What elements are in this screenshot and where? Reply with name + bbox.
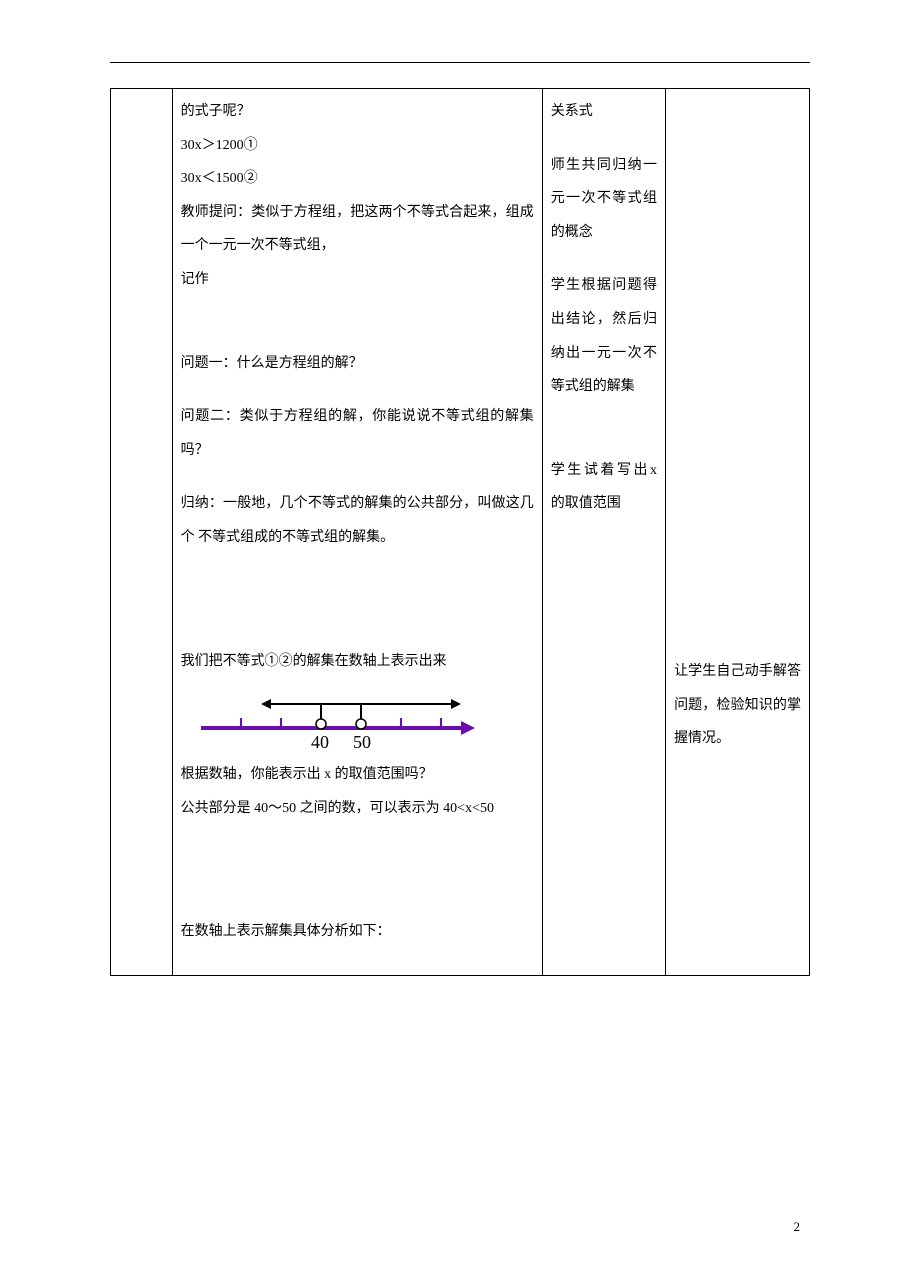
numberline-intro: 我们把不等式①②的解集在数轴上表示出来 (181, 645, 534, 679)
column-2-content: 的式子呢？ 30x＞1200① 30x＜1500② 教师提问：类似于方程组，把这… (172, 89, 542, 976)
text-line: 30x＞1200① (181, 129, 534, 163)
spacer (181, 949, 534, 969)
lesson-table: 的式子呢？ 30x＞1200① 30x＜1500② 教师提问：类似于方程组，把这… (110, 88, 810, 976)
text-block: 学生试着写出x 的取值范围 (551, 454, 657, 521)
spacer (181, 297, 534, 347)
text-block: 师生共同归纳一元一次不等式组的概念 (551, 149, 657, 250)
column-3-content: 关系式 师生共同归纳一元一次不等式组的概念 学生根据问题得出结论，然后归纳出一元… (542, 89, 665, 976)
text-block: 让学生自己动手解答问题，检验知识的掌握情况。 (674, 655, 801, 756)
text-line: 记作 (181, 263, 534, 297)
text-block: 关系式 (551, 95, 657, 129)
text-block: 学生根据问题得出结论，然后归纳出一元一次不等式组的解集 (551, 269, 657, 403)
spacer (181, 380, 534, 400)
page-number: 2 (794, 1219, 801, 1235)
text-line: 30x＜1500② (181, 162, 534, 196)
question-1: 问题一：什么是方程组的解？ (181, 347, 534, 381)
svg-text:40: 40 (311, 732, 329, 752)
spacer (551, 129, 657, 149)
spacer (181, 825, 534, 915)
numberline-question: 根据数轴，你能表示出 x 的取值范围吗？ (181, 758, 534, 792)
guina-text: 归纳：一般地，几个不等式的解集的公共部分，叫做这几个 不等式组成的不等式组的解集… (181, 487, 534, 554)
spacer (674, 95, 801, 655)
number-line-diagram: 40 50 (181, 684, 481, 754)
spacer (551, 249, 657, 269)
top-horizontal-rule (110, 62, 810, 63)
text-line: 教师提问：类似于方程组，把这两个不等式合起来，组成一个一元一次不等式组， (181, 196, 534, 263)
spacer (551, 404, 657, 454)
column-1-empty (111, 89, 173, 976)
svg-text:50: 50 (353, 732, 371, 752)
spacer (181, 555, 534, 645)
column-4-content: 让学生自己动手解答问题，检验知识的掌握情况。 (666, 89, 810, 976)
question-2: 问题二：类似于方程组的解，你能说说不等式组的解集吗？ (181, 400, 534, 467)
last-line: 在数轴上表示解集具体分析如下： (181, 915, 534, 949)
text-line: 的式子呢？ (181, 95, 534, 129)
number-line-svg: 40 50 (181, 684, 481, 754)
spacer (181, 467, 534, 487)
numberline-answer: 公共部分是 40～50 之间的数，可以表示为 40<x<50 (181, 792, 534, 826)
